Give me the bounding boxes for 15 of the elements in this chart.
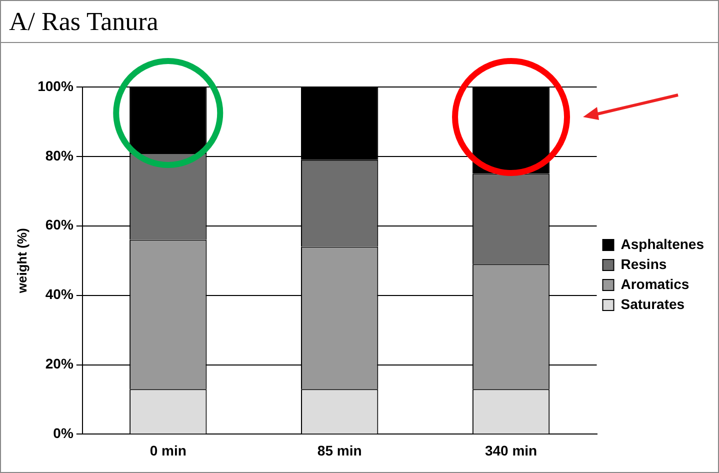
legend-label: Aromatics [620, 276, 690, 292]
x-tick-label: 85 min [317, 442, 362, 458]
x-tick-label: 340 min [484, 442, 538, 458]
x-tick-label: 0 min [150, 442, 186, 458]
y-tick-label: 20% [45, 356, 74, 372]
legend-label: Saturates [620, 296, 685, 312]
y-tick-label: 80% [45, 147, 74, 164]
chart-title: A/ Ras Tanura [1, 1, 718, 43]
y-axis-title: weight (%) [14, 228, 30, 294]
y-tick-label: 0% [53, 425, 74, 442]
y-tick-label: 100% [38, 78, 74, 94]
legend-label: Resins [620, 256, 667, 272]
y-tick-label: 40% [45, 286, 74, 302]
y-tick-label: 60% [45, 216, 74, 233]
legend-label: Asphaltenes [620, 236, 704, 252]
